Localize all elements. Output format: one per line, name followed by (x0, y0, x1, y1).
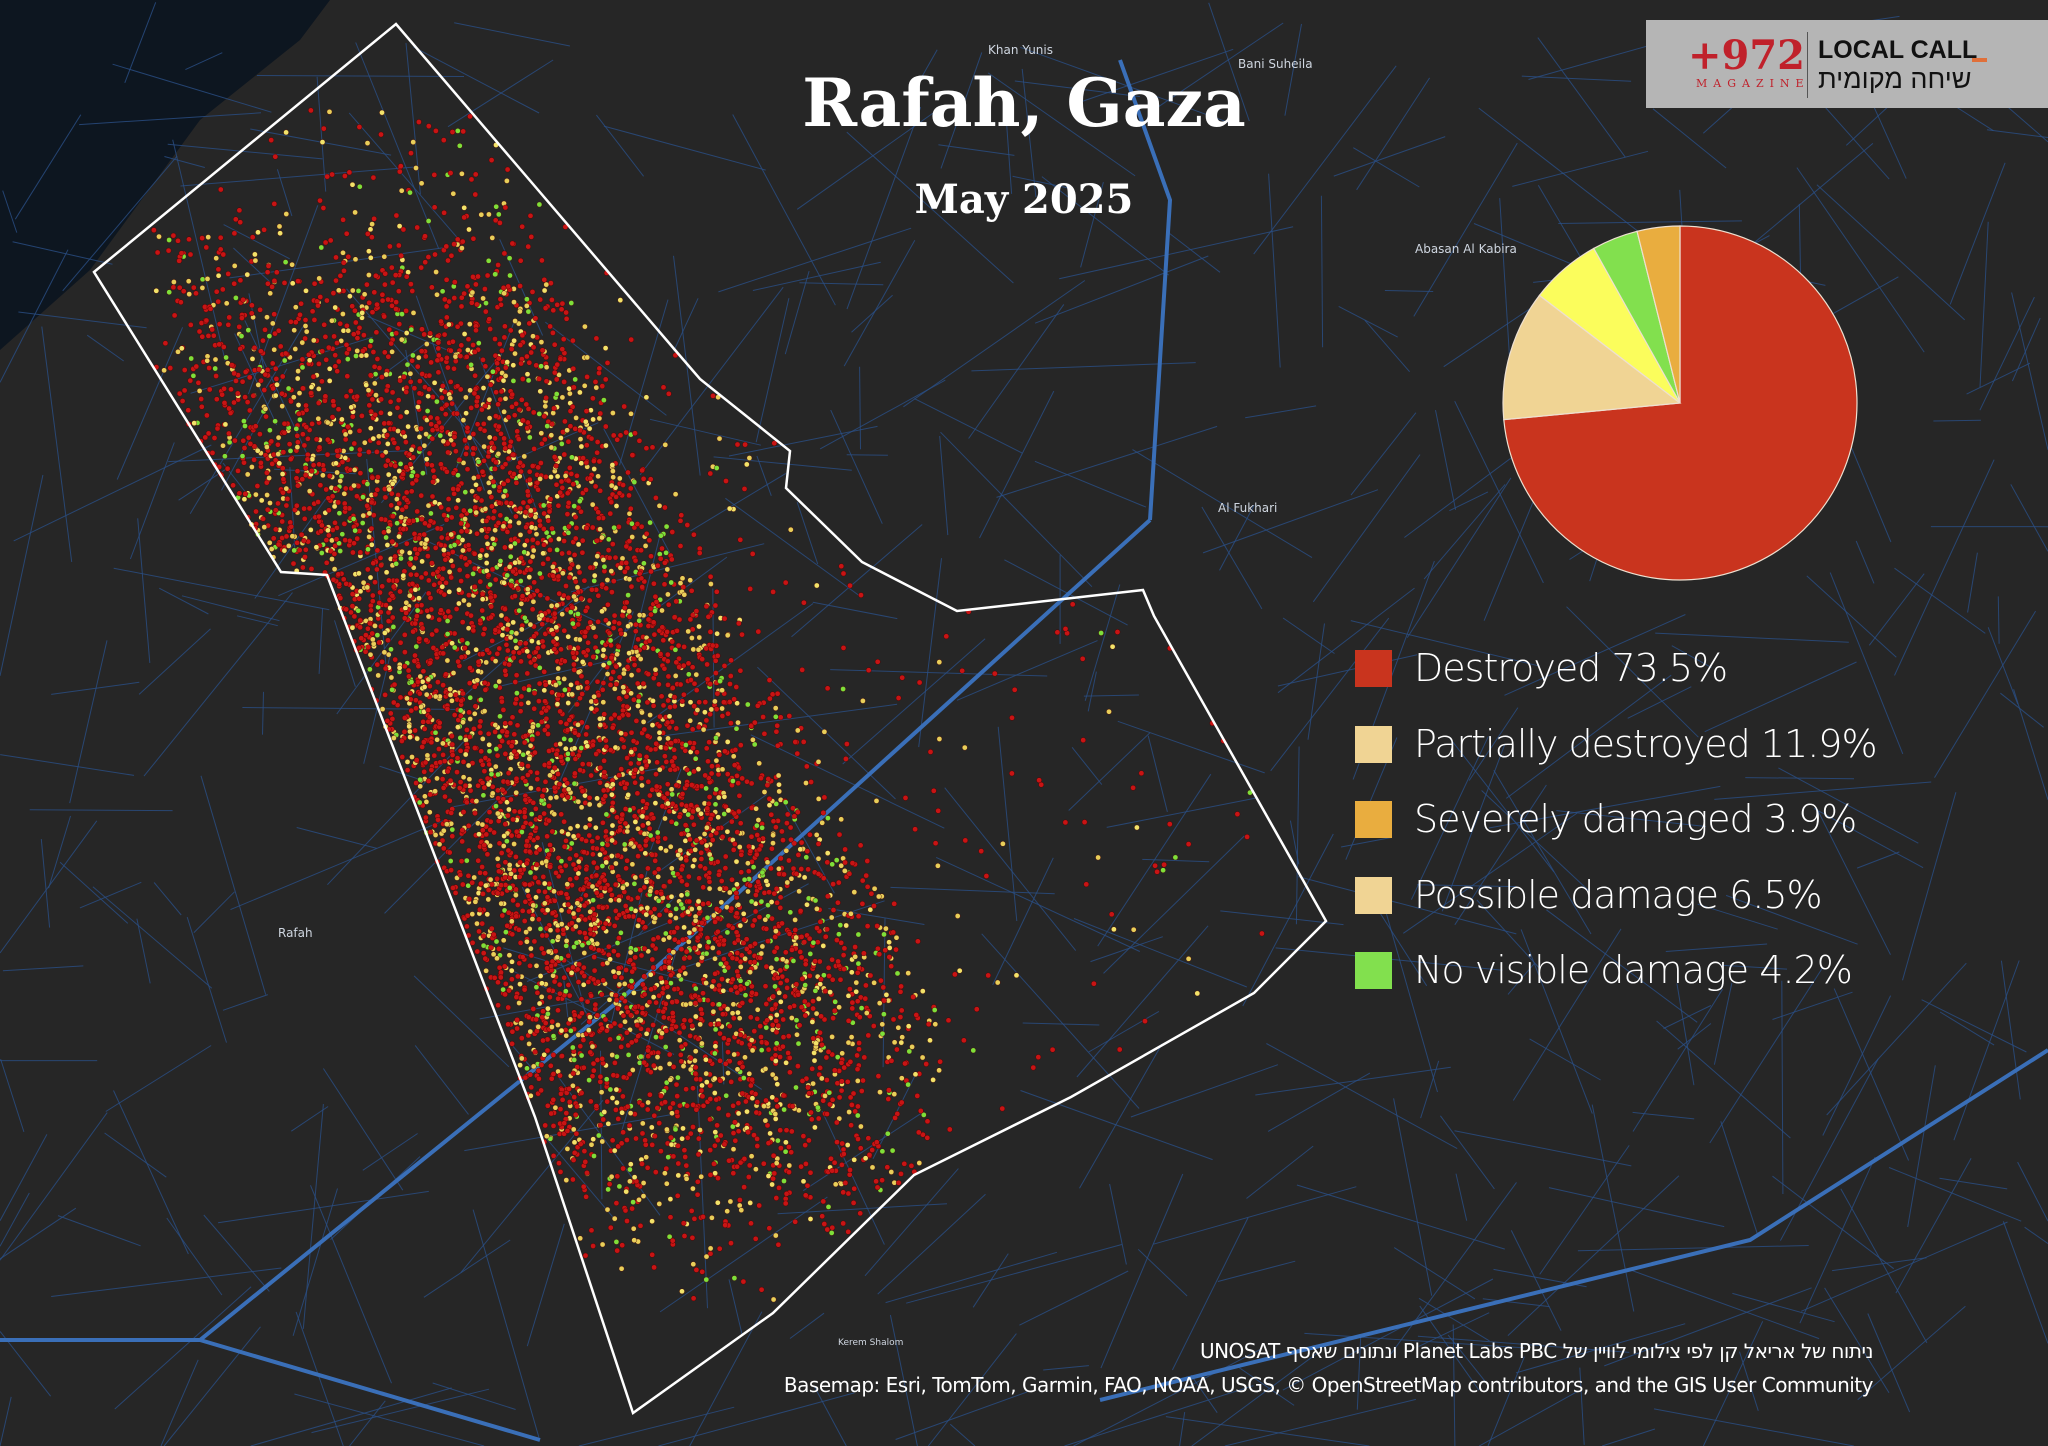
legend-label: Severely damaged 3.9% (1414, 797, 1857, 841)
legend-item-possible-damage: Possible damage 6.5% (1355, 875, 1877, 951)
legend-swatch (1355, 650, 1392, 687)
logo-972: +972 (1688, 32, 1806, 79)
legend-item-partially-destroyed: Partially destroyed 11.9% (1355, 721, 1878, 800)
sea (0, 0, 330, 350)
legend-item-no-visible-damage: No visible damage 4.2% (1355, 950, 1877, 1026)
legend-swatch (1355, 876, 1392, 914)
logo-magazine: MAGAZINE (1696, 77, 1810, 90)
legend-label: Partially destroyed 11.9% (1414, 721, 1878, 766)
place-label-al-fukhari: Al Fukhari (1218, 501, 1277, 515)
damage-pie-chart (1502, 225, 1858, 581)
logo-divider (1807, 32, 1808, 98)
legend-item-destroyed: Destroyed 73.5% (1355, 648, 1877, 724)
basemap-credit: Basemap: Esri, TomTom, Garmin, FAO, NOAA… (783, 1373, 1874, 1397)
legend-label: No visible damage 4.2% (1414, 948, 1853, 992)
logo-hebrew: שיחה מקומית (1818, 64, 1972, 94)
analysis-credit: ניתוח של אריאל קן לפי צילומי לוויין של P… (1199, 1339, 1874, 1363)
legend-swatch (1355, 952, 1392, 989)
map-subtitle: May 2025 (914, 176, 1134, 223)
place-label-abasan: Abasan Al Kabira (1415, 242, 1517, 256)
legend-swatch (1355, 801, 1392, 838)
damage-points (151, 107, 1265, 1303)
legend-swatch (1355, 725, 1392, 763)
legend-label: Destroyed 73.5% (1414, 646, 1728, 690)
logo-local-call: LOCAL CALL (1818, 36, 1978, 64)
legend-label: Possible damage 6.5% (1414, 872, 1823, 917)
pie-slice-partially-destroyed (1502, 294, 1682, 421)
legend-item-severely-damaged: Severely damaged 3.9% (1355, 799, 1877, 875)
pie-slice-severely-damaged (1636, 225, 1681, 404)
place-label-rafah: Rafah (278, 926, 313, 940)
map-title: Rafah, Gaza (802, 64, 1246, 142)
place-label-bani-suheila: Bani Suheila (1238, 57, 1313, 71)
place-label-khan-yunis: Khan Yunis (988, 43, 1053, 57)
972-local-call-logo[interactable]: +972 MAGAZINE LOCAL CALL שיחה מקומית (1646, 20, 2048, 108)
place-label-kerem-shalom: Kerem Shalom (838, 1338, 903, 1348)
logo-dash (1972, 58, 1987, 62)
legend: Destroyed 73.5% Partially destroyed 11.9… (1355, 648, 1878, 1026)
rafah-boundary (92, 22, 1328, 1416)
